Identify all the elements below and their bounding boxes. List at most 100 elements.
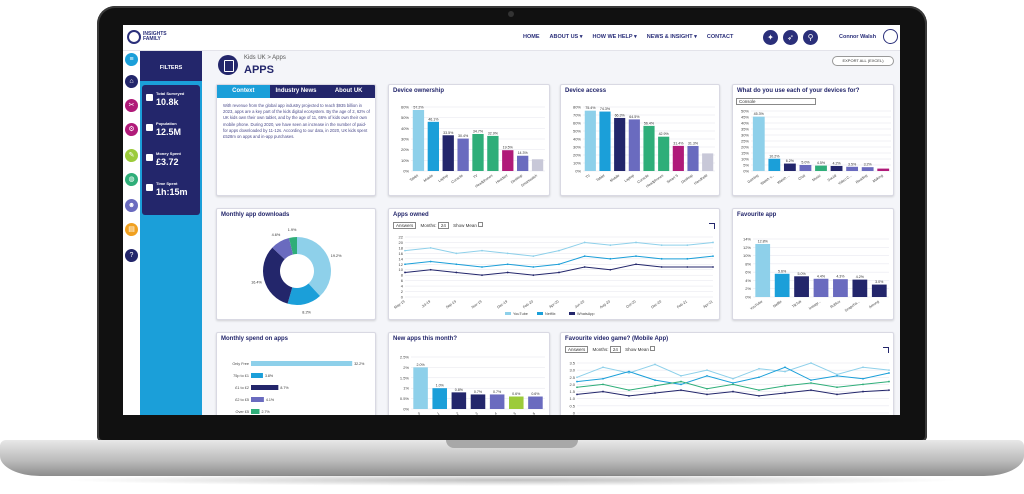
y-tick-label: 45% (741, 115, 749, 120)
bar (783, 163, 796, 171)
home-icon[interactable]: ⌂ (125, 75, 138, 88)
nav-contact[interactable]: CONTACT (706, 34, 734, 40)
bar (251, 361, 353, 366)
search-icon[interactable]: ⚲ (803, 30, 818, 45)
camera (508, 11, 514, 17)
x-tick-label: Nov-19 (471, 300, 483, 310)
data-label: 4.2% (832, 161, 841, 165)
answers-select[interactable]: Answers (565, 346, 589, 353)
answers-select[interactable]: Answers (393, 222, 417, 229)
menu-icon[interactable]: ≡ (125, 53, 138, 66)
legend-swatch (569, 312, 575, 315)
data-point (404, 263, 406, 266)
data-point (635, 255, 637, 257)
breadcrumb[interactable]: Kids UK > Apps (244, 55, 286, 61)
filters-toggle[interactable]: FILTERS (140, 51, 202, 81)
nav-news-insight[interactable]: NEWS & INSIGHT ▾ (646, 34, 697, 40)
help-icon[interactable]: ? (125, 249, 138, 262)
x-tick-label: Jul-19 (421, 300, 431, 309)
y-tick-label: 20% (401, 147, 409, 152)
monthly-spend-card: Monthly spend on apps Only Free 32.2% 75p … (216, 332, 376, 415)
data-point (660, 257, 663, 260)
bar (251, 385, 279, 390)
months-select[interactable]: 24 (437, 222, 449, 229)
show-mean-label: Show Mean (625, 347, 649, 352)
user-name[interactable]: Connor Walsh (839, 34, 877, 40)
y-tick-label: 10 (399, 267, 404, 272)
fav-game-card: Favourite video game? (Mobile App) Answe… (560, 332, 894, 415)
tab-about-uk[interactable]: About UK (334, 88, 363, 94)
paint-icon[interactable]: ✎ (125, 149, 138, 162)
bar (871, 284, 887, 297)
tools-icon[interactable]: ✂ (125, 99, 138, 112)
show-mean-label: Show Mean (453, 223, 477, 228)
months-label: Months: (592, 347, 609, 352)
x-tick-label: Video C... (838, 174, 853, 186)
data-label: 34.7% (473, 129, 484, 133)
data-point (660, 244, 663, 247)
data-point (836, 374, 838, 377)
nav-about-us[interactable]: ABOUT US ▾ (549, 34, 583, 40)
gear-icon[interactable]: ⚙ (125, 123, 138, 136)
rocket-icon[interactable]: ➶ (783, 30, 798, 45)
people-icon[interactable]: ☻ (125, 199, 138, 212)
data-label: 4.3% (836, 275, 845, 279)
avatar[interactable] (883, 29, 898, 44)
data-label: 6.2% (786, 159, 795, 163)
show-mean-checkbox[interactable] (650, 346, 656, 351)
data-label: 57.2% (413, 105, 424, 109)
device-select-value[interactable]: Console (736, 98, 816, 105)
device-select[interactable]: Console (736, 98, 819, 105)
months-select[interactable]: 24 (609, 346, 621, 353)
main-content: Kids UK > Apps APPS EXPORT ALL (EXCEL) C… (202, 51, 900, 415)
data-label: 31.4% (673, 141, 684, 145)
y-tick-label: 30% (573, 145, 581, 150)
x-tick-label: 2 (455, 412, 459, 415)
x-tick-label: Smart S (666, 173, 679, 184)
y-tick-label: 40% (573, 137, 581, 142)
y-tick-label: 0% (403, 407, 409, 412)
data-label: 75.4% (585, 106, 596, 110)
pie-slice (263, 247, 293, 304)
nav-how-we-help[interactable]: HOW WE HELP ▾ (592, 34, 637, 40)
export-button[interactable]: EXPORT ALL (EXCEL) (832, 56, 894, 66)
bar (442, 135, 454, 171)
y-tick-label: 0% (743, 169, 749, 174)
screen: INSIGHTS FAMILY HOME ABOUT US ▾ HOW WE H… (123, 25, 900, 415)
tab-context[interactable]: Context (217, 85, 270, 98)
nav-home[interactable]: HOME (523, 34, 540, 40)
y-tick-label: 50% (741, 109, 749, 114)
y-tick-label: 10% (573, 161, 581, 166)
data-point (481, 266, 483, 268)
pie-slice (272, 237, 294, 260)
y-tick-label: 8% (745, 261, 751, 266)
data-label: 42.9% (659, 132, 670, 136)
expand-icon[interactable] (883, 347, 889, 353)
tab-industry-news[interactable]: Industry News (275, 88, 317, 94)
x-tick-label: Smartwatch (520, 174, 538, 188)
data-point (810, 362, 812, 364)
slice-label: 19.2% (331, 254, 342, 258)
data-point (862, 383, 864, 386)
book-icon[interactable]: ▤ (125, 223, 138, 236)
card-title: What do you use each of your devices for… (737, 88, 860, 94)
y-tick-label: 50% (401, 115, 409, 120)
expand-icon[interactable] (709, 223, 715, 229)
bulb-icon[interactable]: ✦ (763, 30, 778, 45)
logo-text: INSIGHTS FAMILY (143, 31, 167, 42)
x-tick-label: Watch ... (777, 174, 791, 185)
data-point (628, 370, 630, 373)
show-mean-checkbox[interactable] (478, 222, 484, 227)
data-label: 0.6% (512, 392, 521, 396)
x-tick-label: Tablet (595, 174, 605, 183)
data-point (810, 389, 812, 392)
x-tick-label: 5 (513, 412, 517, 415)
slice-label: 8.2% (302, 310, 311, 314)
monthly-spend-chart: Only Free 32.2% 75p to £1 3.8% £1 to £2 8.7% £… (232, 361, 365, 414)
data-point (532, 255, 535, 257)
data-point (758, 394, 760, 397)
category-label: Only Free (232, 362, 249, 366)
category-label: 75p to £1 (233, 374, 249, 378)
globe-icon[interactable]: ◍ (125, 173, 138, 186)
bar (813, 278, 829, 297)
